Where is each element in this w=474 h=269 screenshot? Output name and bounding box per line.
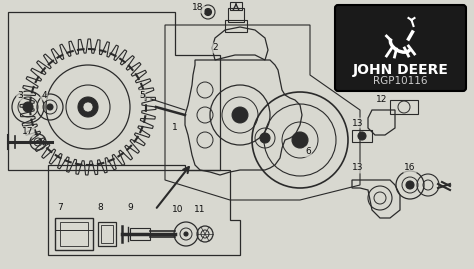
Bar: [130, 228, 150, 240]
Text: 3: 3: [17, 91, 23, 101]
Bar: [356, 50, 374, 56]
Text: 9: 9: [127, 204, 133, 213]
Circle shape: [47, 104, 53, 110]
Text: 16: 16: [404, 164, 416, 172]
Text: 13: 13: [352, 119, 364, 128]
Bar: [55, 218, 93, 250]
Circle shape: [83, 102, 93, 112]
Circle shape: [78, 97, 98, 117]
Text: 17: 17: [22, 128, 34, 136]
Bar: [225, 20, 247, 32]
Bar: [349, 8, 359, 16]
Text: 1: 1: [172, 123, 178, 133]
Bar: [60, 222, 88, 246]
Text: 12: 12: [376, 95, 388, 104]
Text: 18: 18: [192, 3, 204, 12]
FancyBboxPatch shape: [335, 5, 466, 91]
Text: 6: 6: [305, 147, 311, 157]
Circle shape: [358, 132, 366, 140]
Bar: [228, 8, 244, 22]
Bar: [98, 222, 116, 246]
Bar: [101, 225, 113, 243]
Text: 7: 7: [57, 204, 63, 213]
Text: 15: 15: [352, 37, 364, 47]
Circle shape: [292, 132, 308, 148]
Text: 8: 8: [97, 204, 103, 213]
Text: 14: 14: [334, 8, 346, 16]
Circle shape: [23, 102, 33, 112]
Text: RGP10116: RGP10116: [373, 76, 428, 86]
Bar: [390, 100, 418, 114]
Text: 11: 11: [194, 206, 206, 214]
Circle shape: [406, 181, 414, 189]
Text: 13: 13: [352, 164, 364, 172]
Circle shape: [410, 26, 418, 34]
Circle shape: [204, 9, 211, 16]
Bar: [346, 15, 362, 21]
Text: 4: 4: [41, 90, 47, 100]
Circle shape: [232, 107, 248, 123]
Circle shape: [260, 133, 270, 143]
Text: 5: 5: [139, 90, 145, 100]
Circle shape: [184, 232, 188, 236]
Text: 2: 2: [212, 44, 218, 52]
Bar: [230, 2, 242, 10]
Text: 10: 10: [172, 206, 184, 214]
Text: JOHN DEERE: JOHN DEERE: [353, 63, 448, 77]
Bar: [352, 130, 372, 142]
